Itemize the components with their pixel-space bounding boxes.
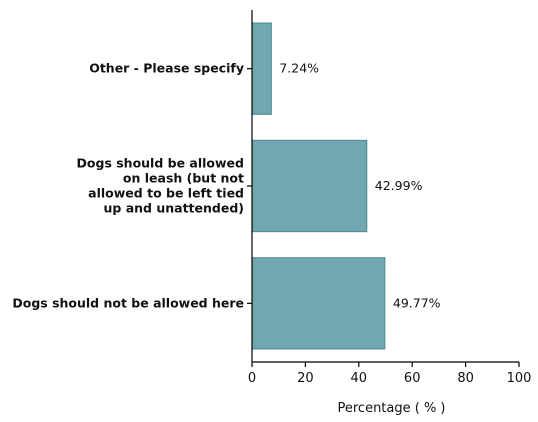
value-label: 7.24% bbox=[279, 61, 319, 76]
value-label: 49.77% bbox=[393, 295, 441, 310]
x-tick-label: 60 bbox=[404, 371, 421, 386]
value-label: 42.99% bbox=[375, 178, 423, 193]
bar bbox=[251, 257, 386, 350]
category-labels: Other - Please specify Dogs should be all… bbox=[12, 61, 252, 310]
category-label-line: Dogs should be allowed bbox=[77, 156, 244, 171]
x-tick-label: 100 bbox=[507, 371, 532, 386]
x-tick-label: 0 bbox=[248, 371, 256, 386]
bar bbox=[251, 139, 368, 233]
value-labels: 7.24% 42.99% 49.77% bbox=[279, 61, 440, 311]
x-axis-title: Percentage ( % ) bbox=[337, 401, 445, 416]
x-tick-label: 80 bbox=[457, 371, 474, 386]
category-label-line: on leash (but not bbox=[123, 171, 244, 186]
category-label-line: allowed to be left tied bbox=[88, 186, 244, 201]
bar bbox=[251, 22, 272, 115]
category-label-line: Other - Please specify bbox=[89, 61, 244, 76]
category-label: Dogs should not be allowed here bbox=[12, 295, 244, 310]
category-label: Other - Please specify bbox=[89, 61, 244, 76]
x-axis-ticks: 0 20 40 60 80 100 bbox=[248, 362, 532, 386]
category-label-line: up and unattended) bbox=[104, 201, 244, 216]
bars-layer bbox=[251, 22, 386, 350]
x-tick-label: 20 bbox=[297, 371, 314, 386]
x-tick-label: 40 bbox=[351, 371, 368, 386]
category-label: Dogs should be allowed on leash (but not a… bbox=[77, 156, 244, 216]
category-label-line: Dogs should not be allowed here bbox=[12, 295, 244, 310]
